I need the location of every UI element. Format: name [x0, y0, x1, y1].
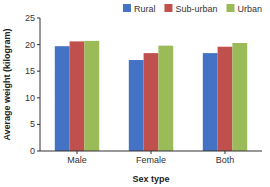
- y-tick-label: 25: [25, 13, 35, 23]
- x-tick: [225, 151, 226, 154]
- y-tick: [37, 71, 40, 72]
- y-tick: [37, 151, 40, 152]
- y-tick-label: 20: [25, 40, 35, 50]
- y-tick-label: 15: [25, 66, 35, 76]
- legend-swatch: [226, 4, 234, 12]
- y-tick-label: 10: [25, 93, 35, 103]
- y-tick-label: 0: [30, 146, 35, 156]
- bar: [218, 47, 233, 151]
- legend-label: Urban: [237, 4, 262, 14]
- y-tick-label: 5: [30, 119, 35, 129]
- bar: [232, 43, 247, 151]
- y-axis-label: Average weight (kilogram): [2, 28, 12, 140]
- x-tick-label: Male: [67, 155, 87, 165]
- y-tick: [37, 124, 40, 125]
- chart: 0 5 10 15 20 25 Male Female Both Sex type Average …: [0, 0, 270, 187]
- legend-label: Sub-urban: [175, 4, 217, 14]
- x-tick-label: Female: [136, 155, 166, 165]
- chart-container: 0 5 10 15 20 25 Male Female Both Sex type Average …: [0, 0, 270, 187]
- x-tick-label: Both: [216, 155, 235, 165]
- bar: [55, 46, 70, 151]
- x-axis-label: Sex type: [132, 174, 169, 184]
- y-tick: [37, 97, 40, 98]
- legend-swatch: [164, 4, 172, 12]
- x-tick: [77, 151, 78, 154]
- bar: [84, 41, 99, 151]
- y-axis-line: [40, 18, 41, 151]
- y-tick: [37, 44, 40, 45]
- legend-label: Rural: [134, 4, 156, 14]
- bars: [55, 41, 247, 151]
- bar: [70, 41, 85, 151]
- bar: [129, 60, 144, 151]
- x-tick: [151, 151, 152, 154]
- legend-swatch: [123, 4, 131, 12]
- y-tick: [37, 18, 40, 19]
- bar: [158, 46, 173, 151]
- legend: Rural Sub-urban Urban: [123, 4, 262, 14]
- bar: [203, 53, 218, 151]
- bar: [144, 53, 159, 151]
